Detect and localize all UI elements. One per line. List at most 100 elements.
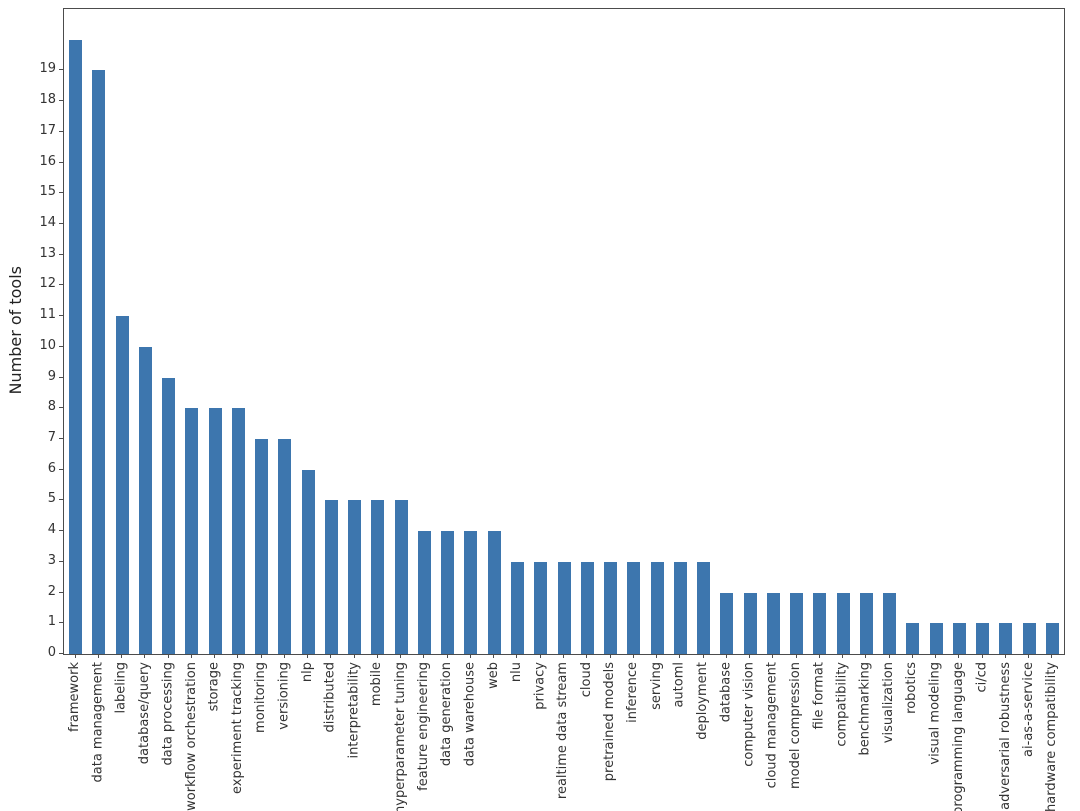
y-tick-label: 13 xyxy=(39,245,56,261)
y-tick-label: 7 xyxy=(47,430,56,445)
bar-programming-language xyxy=(952,623,966,654)
bar-ci-cd xyxy=(976,623,990,654)
bar-benchmarking xyxy=(859,592,873,654)
y-tick-label: 5 xyxy=(47,491,56,507)
bar-file-format xyxy=(813,592,827,654)
x-tick-label-mobile: mobile xyxy=(369,662,385,707)
y-tick-label: 18 xyxy=(39,92,56,108)
y-tick-label: 12 xyxy=(39,276,56,292)
y-tick-label: 9 xyxy=(47,368,56,384)
bar-mobile xyxy=(371,500,385,654)
y-tick-mark xyxy=(59,653,63,654)
x-tick-mark xyxy=(679,654,681,658)
x-tick-label-distributed: distributed xyxy=(322,662,338,733)
y-tick-mark xyxy=(59,591,63,593)
x-tick-label-programming-language: programming language xyxy=(950,662,966,811)
x-tick-mark xyxy=(1051,654,1053,658)
bar-serving xyxy=(650,561,664,654)
x-tick-label-hyperparameter-tuning: hyperparameter tuning xyxy=(392,662,408,811)
x-tick-mark xyxy=(1004,654,1006,658)
bar-cloud-management xyxy=(766,592,780,654)
x-tick-label-workflow-orchestration: workflow orchestration xyxy=(183,662,199,811)
x-tick-label-feature-engineering: feature engineering xyxy=(415,662,431,791)
bar-distributed xyxy=(324,500,338,654)
x-tick-label-versioning: versioning xyxy=(276,662,292,730)
x-tick-label-interpretability: interpretability xyxy=(346,662,362,759)
x-tick-label-visualization: visualization xyxy=(881,662,897,744)
bar-compatibility xyxy=(836,592,850,654)
y-tick-mark xyxy=(59,253,63,255)
x-tick-mark xyxy=(493,654,495,658)
bar-data-generation xyxy=(441,531,455,654)
x-tick-label-data-processing: data processing xyxy=(160,662,176,766)
x-tick-mark xyxy=(586,654,588,658)
bar-versioning xyxy=(278,439,292,654)
x-tick-label-benchmarking: benchmarking xyxy=(857,662,873,756)
x-tick-mark xyxy=(935,654,937,658)
x-tick-mark xyxy=(190,654,192,658)
x-tick-mark xyxy=(609,654,611,658)
bar-storage xyxy=(208,408,222,654)
x-tick-mark xyxy=(865,654,867,658)
x-tick-label-robotics: robotics xyxy=(904,662,920,714)
x-tick-mark xyxy=(283,654,285,658)
x-tick-mark xyxy=(167,654,169,658)
x-tick-label-labeling: labeling xyxy=(113,662,129,714)
y-tick-mark xyxy=(59,284,63,286)
bar-database xyxy=(720,592,734,654)
x-tick-mark xyxy=(469,654,471,658)
y-tick-label: 1 xyxy=(47,614,56,630)
y-tick-mark xyxy=(59,223,63,224)
x-tick-label-privacy: privacy xyxy=(532,662,548,710)
x-tick-label-web: web xyxy=(485,662,501,689)
y-tick-mark xyxy=(59,376,63,378)
bar-cloud xyxy=(580,561,594,654)
y-tick-mark xyxy=(59,622,63,624)
x-tick-label-file-format: file format xyxy=(811,662,827,730)
x-tick-mark xyxy=(725,654,727,658)
bar-pretrained-models xyxy=(604,561,617,654)
bar-data-warehouse xyxy=(464,531,478,654)
bar-model-compression xyxy=(790,592,804,654)
y-tick-label: 0 xyxy=(47,645,56,660)
bar-database-query xyxy=(138,346,152,654)
bar-interpretability xyxy=(348,500,362,654)
x-tick-mark xyxy=(563,654,564,658)
x-tick-mark xyxy=(888,654,890,658)
x-tick-mark xyxy=(539,654,541,658)
y-tick-mark xyxy=(59,438,63,439)
bar-monitoring xyxy=(255,439,269,654)
x-tick-mark xyxy=(981,654,983,658)
y-tick-label: 2 xyxy=(47,583,56,599)
y-tick-mark xyxy=(59,499,63,501)
x-tick-mark xyxy=(353,654,355,658)
x-tick-label-automl: automl xyxy=(671,662,687,708)
x-tick-mark xyxy=(423,654,425,658)
y-tick-mark xyxy=(59,345,63,347)
y-tick-label: 14 xyxy=(39,215,56,230)
y-tick-label: 6 xyxy=(47,460,56,476)
y-tick-mark xyxy=(59,407,63,409)
x-tick-label-cloud-management: cloud management xyxy=(764,662,780,789)
bar-privacy xyxy=(534,561,548,654)
x-tick-mark xyxy=(818,654,820,658)
y-tick-label: 19 xyxy=(39,61,56,77)
x-tick-label-deployment: deployment xyxy=(695,662,711,740)
x-tick-label-computer-vision: computer vision xyxy=(741,662,757,767)
y-tick-label: 4 xyxy=(47,522,56,538)
x-tick-mark xyxy=(330,654,332,658)
x-tick-label-data-warehouse: data warehouse xyxy=(462,662,478,767)
bar-ai-as-a-service xyxy=(1022,623,1036,654)
y-tick-label: 8 xyxy=(47,399,56,415)
x-tick-label-ai-as-a-service: ai-as-a-service xyxy=(1020,662,1036,757)
x-tick-label-storage: storage xyxy=(206,662,222,712)
y-tick-label: 16 xyxy=(39,153,56,169)
bar-robotics xyxy=(906,623,920,654)
y-tick-label: 15 xyxy=(39,184,56,200)
x-tick-mark xyxy=(144,654,146,658)
x-tick-label-data-management: data management xyxy=(90,662,106,783)
y-tick-label: 17 xyxy=(39,122,56,138)
y-tick-mark xyxy=(59,100,63,102)
x-tick-label-monitoring: monitoring xyxy=(253,662,269,733)
